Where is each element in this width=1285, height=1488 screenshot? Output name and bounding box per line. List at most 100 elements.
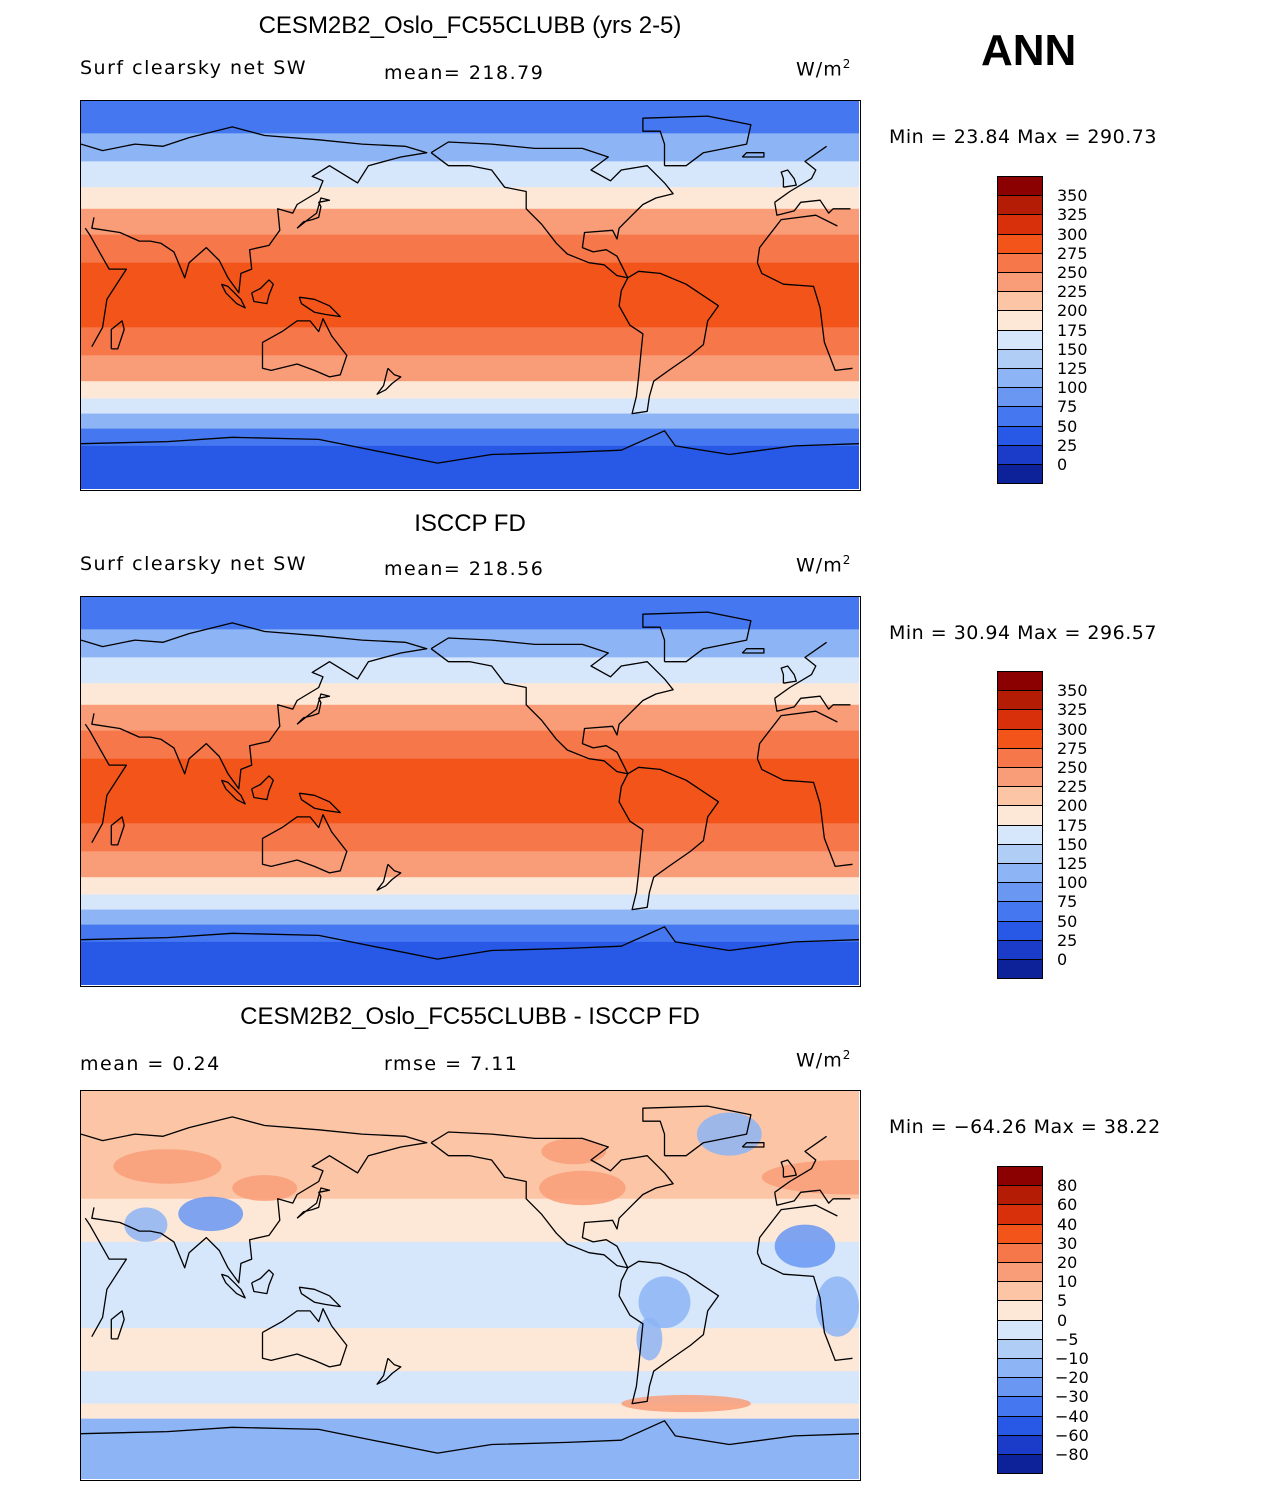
panel2-colorbar-tick: 300 <box>1057 719 1088 739</box>
panel3-colorbar-tick: 40 <box>1057 1214 1078 1234</box>
panel3-anomaly-3 <box>815 1276 859 1337</box>
panel2-band-6 <box>81 758 859 824</box>
panel3-band-4 <box>81 1328 859 1372</box>
panel2-colorbar-tick: 350 <box>1057 681 1088 701</box>
panel1-band-10 <box>81 398 859 415</box>
panel2-colorbar-tick: 25 <box>1057 930 1078 950</box>
panel1-coastline-nz <box>376 367 402 395</box>
panel1-colorbar-cell <box>997 406 1043 427</box>
panel2-band-9 <box>81 877 859 895</box>
panel3-anomaly-5 <box>113 1149 222 1184</box>
panel3-colorbar-tick: 0 <box>1057 1310 1068 1330</box>
panel2-colorbar-tick: 125 <box>1057 854 1088 873</box>
panel1-coastline-borneo <box>251 279 274 305</box>
panel1-units: W/m2 <box>796 57 852 81</box>
panel2-map <box>80 596 861 987</box>
panel2-map-svg <box>81 597 859 985</box>
panel3-colorbar-cell <box>997 1434 1043 1455</box>
panel1-coastline-australia <box>261 318 348 378</box>
panel2-coastline-antarctica <box>81 926 859 960</box>
panel2-band-8 <box>81 851 859 878</box>
panel3-band-7 <box>81 1418 859 1479</box>
panel3-colorbar-cell <box>997 1377 1043 1398</box>
panel1-colorbar-cell <box>997 176 1043 197</box>
panel3-colorbar-cell <box>997 1300 1043 1321</box>
panel2-coastline-samerica <box>618 766 720 911</box>
panel1-band-13 <box>81 445 859 489</box>
panel1-colorbar-cell <box>997 329 1043 350</box>
panel2-band-10 <box>81 894 859 911</box>
panel2-band-0 <box>81 597 859 630</box>
panel3-colorbar-tick: 30 <box>1057 1233 1078 1253</box>
panel3-coastline-africa <box>84 1204 853 1362</box>
panel3-anomaly-6 <box>232 1175 298 1201</box>
panel3-colorbar-tick: −20 <box>1055 1368 1089 1388</box>
panel3-title: CESM2B2_Oslo_FC55CLUBB - ISCCP FD <box>240 1003 700 1030</box>
panel1-colorbar-cell <box>997 368 1043 389</box>
panel2-coastline-sumatra <box>220 779 246 805</box>
panel2-colorbar-tick: 225 <box>1057 777 1088 797</box>
panel2-colorbar-tick: 100 <box>1057 873 1088 893</box>
panel2-band-5 <box>81 730 859 760</box>
panel3-coastline-nz <box>376 1357 402 1385</box>
panel2-band-3 <box>81 683 859 706</box>
panel3-colorbar-cell <box>997 1319 1043 1340</box>
panel3-colorbar-cell <box>997 1454 1043 1475</box>
panel3-coastline-sumatra <box>220 1273 246 1299</box>
panel2-colorbar-cell <box>997 882 1043 903</box>
panel3-anomaly-11 <box>621 1394 751 1413</box>
panel2-colorbar-cell <box>997 843 1043 864</box>
panel1-colorbar-tick: 150 <box>1057 339 1088 359</box>
panel3-anomaly-13 <box>541 1138 607 1165</box>
panel3-coastline-uk <box>780 1159 797 1178</box>
panel1-coastline-newguinea <box>298 296 341 318</box>
panel2-colorbar-cell <box>997 959 1043 980</box>
panel2-coastline-borneo <box>251 775 274 801</box>
panel3-units: W/m2 <box>796 1048 852 1072</box>
panel2-colorbar-cell <box>997 671 1043 692</box>
panel3-coastline-newguinea <box>298 1286 341 1308</box>
panel1-colorbar-cell <box>997 272 1043 293</box>
panel3-map-svg <box>81 1091 859 1479</box>
panel1-colorbar-tick: 325 <box>1057 205 1088 225</box>
panel1-colorbar-cell <box>997 464 1043 485</box>
panel1-band-3 <box>81 187 859 210</box>
panel3-coastline-samerica <box>618 1260 720 1405</box>
season-label: ANN <box>981 26 1077 75</box>
panel2-colorbar-tick: 0 <box>1057 950 1068 969</box>
panel2-coastline-africa <box>84 710 853 868</box>
panel3-coastline-greenland <box>642 1105 752 1157</box>
panel2-coastline-nz <box>376 863 402 891</box>
panel3-colorbar-tick: −10 <box>1055 1349 1089 1368</box>
panel3-colorbar-cell <box>997 1185 1043 1206</box>
panel3-anomaly-4 <box>761 1159 859 1195</box>
panel3-coastline-madagascar <box>110 1310 125 1340</box>
panel1-colorbar-tick: 25 <box>1057 435 1078 455</box>
panel1-band-9 <box>81 381 859 399</box>
panel2-coastline-madagascar <box>110 816 125 846</box>
panel1-coastline-uk <box>780 169 797 188</box>
panel1-map-svg <box>81 101 859 489</box>
panel1-map <box>80 100 861 491</box>
panel2-colorbar-tick: 275 <box>1057 738 1088 758</box>
panel3-band-5 <box>81 1371 859 1405</box>
panel2-colorbar-cell <box>997 786 1043 807</box>
panel3-anomaly-0 <box>178 1196 244 1232</box>
panel1-band-7 <box>81 327 859 356</box>
panel2-coastline-japan <box>296 693 331 725</box>
panel3-anomaly-10 <box>696 1112 762 1156</box>
panel2-coastline-iceland <box>741 648 765 654</box>
panel2-colorbar-cell <box>997 824 1043 845</box>
panel1-coastline-greenland <box>642 115 752 167</box>
panel2-band-4 <box>81 704 859 732</box>
panel2-variable-label: Surf clearsky net SW <box>80 553 308 575</box>
panel1-colorbar-tick: 0 <box>1057 455 1068 474</box>
panel1-colorbar-cell <box>997 425 1043 446</box>
panel2-band-12 <box>81 924 859 943</box>
panel1-colorbar-tick: 125 <box>1057 359 1088 378</box>
panel3-colorbar-cell <box>997 1358 1043 1379</box>
panel2-mean: mean= 218.56 <box>384 558 545 580</box>
panel1-colorbar-cell <box>997 310 1043 331</box>
panel3-anomaly-8 <box>638 1276 691 1329</box>
panel1-coastline-samerica <box>618 270 720 415</box>
